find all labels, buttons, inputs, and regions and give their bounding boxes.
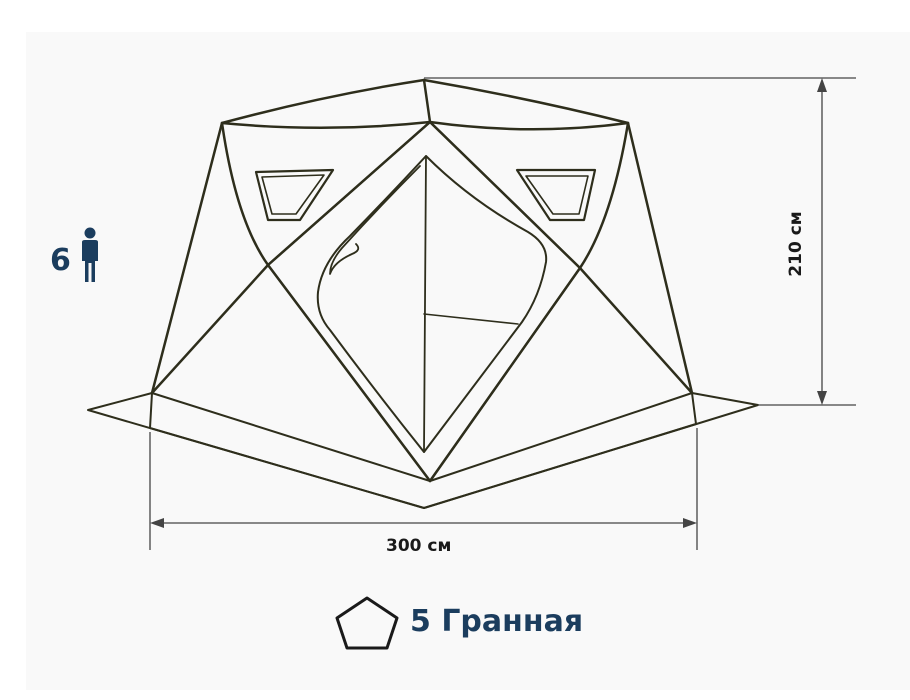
height-dimension-label: 210 см: [786, 211, 806, 277]
shape-label: 5 Гранная: [410, 604, 584, 639]
tent-frame-left: [150, 121, 270, 395]
width-dimension-label: 300 см: [386, 536, 452, 556]
door-panel: [316, 155, 548, 453]
tent-body-outline: [150, 78, 694, 395]
window-left-inner: [261, 174, 325, 215]
door-tie: [423, 313, 519, 325]
width-arrow-left: [150, 518, 164, 528]
door-inner-flap: [329, 165, 421, 275]
height-arrow-bottom: [817, 391, 827, 405]
tent-frame-right: [578, 121, 694, 395]
height-arrow-top: [817, 78, 827, 92]
window-left: [254, 168, 335, 222]
door-frame-outer: [266, 120, 582, 483]
capacity-count: 6: [50, 243, 71, 278]
width-arrow-right: [683, 518, 697, 528]
pentagon-icon: [335, 596, 399, 650]
window-right-inner: [525, 175, 589, 215]
door-zipper: [423, 155, 427, 453]
diagram-background: [26, 32, 910, 690]
person-icon: [82, 227, 98, 282]
window-right: [515, 168, 597, 222]
tent-floor-inner: [149, 392, 697, 509]
tent-roof-ridge: [422, 78, 432, 124]
